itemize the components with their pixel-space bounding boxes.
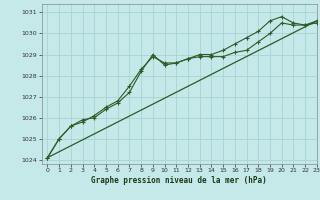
X-axis label: Graphe pression niveau de la mer (hPa): Graphe pression niveau de la mer (hPa)	[91, 176, 267, 185]
